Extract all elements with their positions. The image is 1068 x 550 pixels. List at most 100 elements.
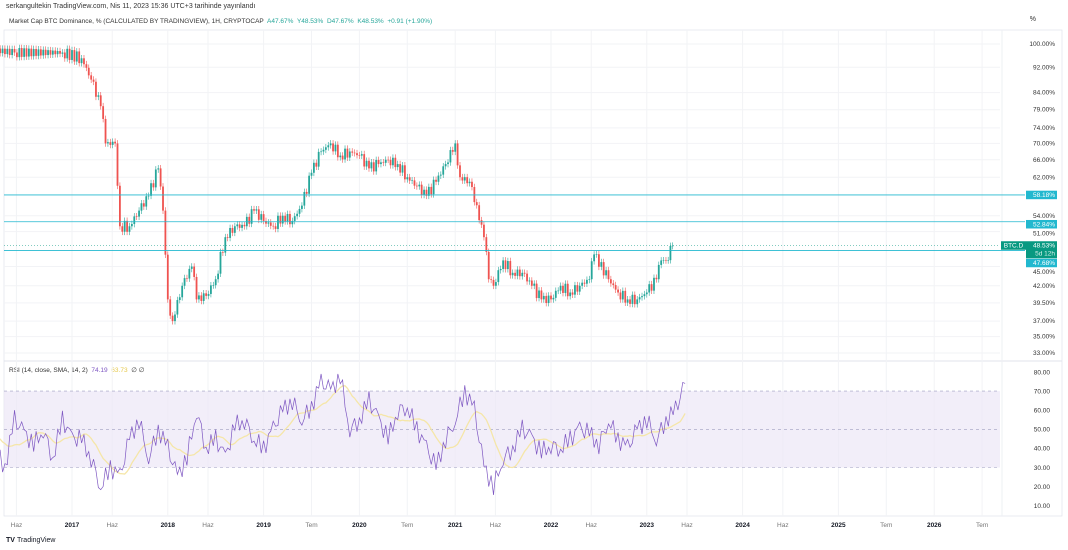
candle-body [0,48,2,54]
candle-body [638,297,641,300]
candle-body [102,106,105,119]
candle-body [602,262,605,276]
candle-body [437,175,440,182]
candle-body [327,145,330,148]
candle-body [293,216,296,221]
candle-body [272,225,275,227]
candle-body [87,67,90,76]
candle-body [497,270,500,283]
rsi-value: 74.19 [91,367,108,374]
y-tick-label: 45.00% [1033,269,1055,276]
candle-body [190,266,193,269]
candle-body [348,151,351,158]
candle-body [83,58,85,65]
candle-body [648,284,651,293]
candle-body [415,185,418,187]
candle-body [111,141,114,145]
x-tick-label: 2020 [352,522,367,529]
candle-body [164,210,167,255]
y-tick-label: 37.00% [1033,318,1055,325]
candle-body [42,49,45,56]
candle-body [238,224,241,228]
last-price-bg [1026,241,1057,259]
candle-body [495,282,497,286]
candle-body [583,282,586,284]
candle-body [341,155,344,160]
candle-body [650,284,653,291]
rsi-tick-label: 10.00 [1034,503,1051,510]
candle-body [265,220,267,224]
candle-body [542,295,545,300]
candle-body [478,205,481,221]
candle-body [394,157,397,168]
bar-countdown: 5d 12h [1035,251,1055,258]
candle-body [303,191,306,206]
candle-body [530,280,533,286]
candle-body [59,51,61,54]
candle-body [631,294,634,304]
candle-body [233,226,236,233]
candle-body [581,282,584,286]
candle-body [655,277,658,280]
candle-body [241,224,243,228]
candle-body [332,143,334,152]
candle-body [559,285,562,291]
candle-body [578,285,581,292]
candle-body [186,278,188,279]
x-tick-label: Haz [106,522,118,529]
candle-body [586,279,588,284]
candle-body [554,290,557,298]
candle-body [552,297,555,300]
candle-body [253,209,255,211]
candle-body [147,195,150,197]
candle-body [466,177,469,184]
candle-body [49,50,52,55]
scale-unit[interactable]: % [1029,16,1036,23]
ohlc-low: D47.67% [326,18,354,25]
candle-body [432,179,435,195]
candle-body [97,95,100,97]
y-tick-label: 51.00% [1033,230,1055,237]
candle-body [150,183,152,196]
candle-body [16,52,18,58]
candle-body [643,294,646,297]
candle-body [298,208,301,214]
candle-body [399,164,402,173]
candle-body [396,164,399,168]
candle-body [566,283,569,297]
ohlc-close: K48.53% [357,18,384,25]
candle-body [358,155,361,156]
candle-body [195,276,198,300]
candle-body [320,151,322,153]
y-tick-label: 84.00% [1033,90,1055,97]
candle-body [449,150,452,163]
candle-body [51,50,54,55]
ohlc-high: Y48.53% [296,18,324,25]
candle-body [609,279,612,284]
candle-body [375,159,378,172]
candle-body [277,215,279,229]
candle-body [324,147,327,150]
candle-body [526,273,528,282]
rsi-tick-label: 40.00 [1034,446,1051,453]
candle-body [85,64,88,68]
candle-body [310,172,313,176]
candle-body [408,177,411,181]
candle-body [645,292,648,295]
symbol-tag-bg [1001,241,1026,250]
candle-body [662,260,665,261]
candle-body [30,48,33,57]
candle-body [95,81,97,97]
candle-body [404,165,406,180]
candle-body [274,226,277,229]
candle-body [226,237,229,238]
candle-body [406,177,409,180]
candle-body [411,180,413,181]
candle-body [80,58,83,64]
candle-body [456,143,459,166]
candle-body [427,186,430,196]
candle-body [629,299,631,304]
candle-body [353,152,356,154]
y-tick-label: 70.00% [1033,140,1055,147]
